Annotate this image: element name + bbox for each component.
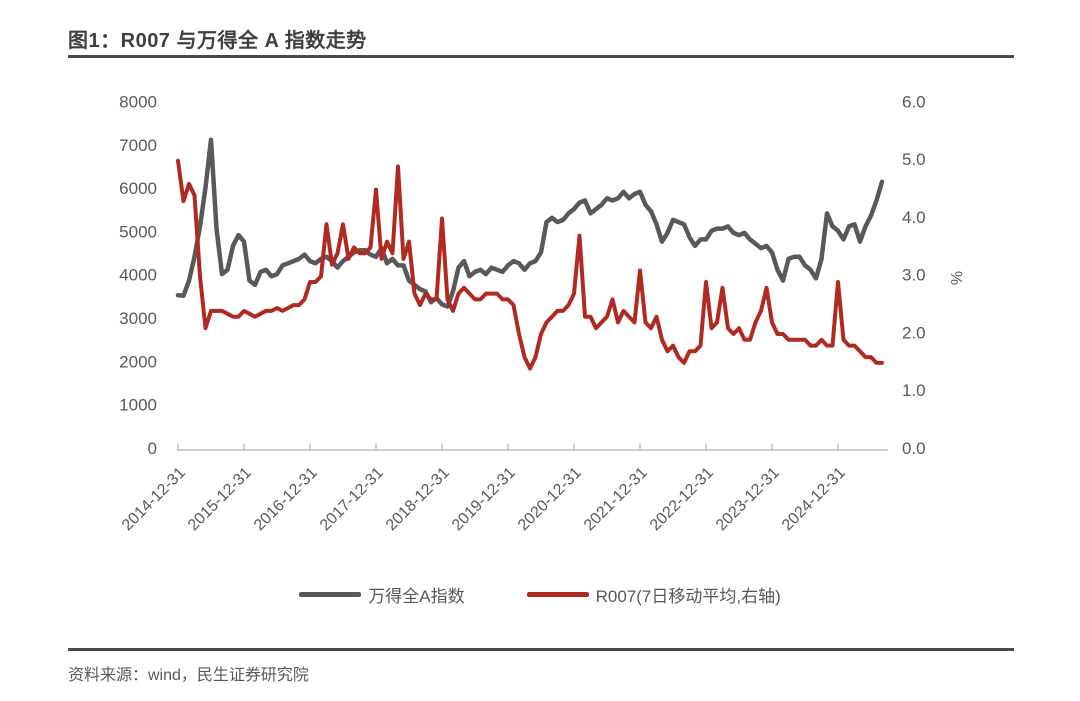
y-axis-right-tick-label: 4.0 <box>902 208 926 227</box>
x-axis-tick-label: 2018-12-31 <box>383 464 453 534</box>
y-axis-right-tick-label: 6.0 <box>902 92 926 111</box>
legend-label-r007: R007(7日移动平均,右轴) <box>595 587 781 606</box>
index-line-swatch <box>299 592 362 597</box>
y-axis-left-tick-label: 7000 <box>119 136 157 155</box>
y-axis-right-tick-label: 0.0 <box>902 439 926 458</box>
x-axis-tick-label: 2014-12-31 <box>119 464 189 534</box>
y-axis-right-tick-label: 1.0 <box>902 381 926 400</box>
y-axis-right-tick-label: 2.0 <box>902 323 926 342</box>
x-axis-tick-label: 2024-12-31 <box>779 464 849 534</box>
y-axis-right-tick-label: 5.0 <box>902 150 926 169</box>
legend-item-index: 万得全A指数 <box>299 582 465 607</box>
chart-plot-area: 2014-12-312015-12-312016-12-312017-12-31… <box>119 92 966 534</box>
y-axis-left-tick-label: 4000 <box>119 266 157 285</box>
y-axis-right-tick-label: 3.0 <box>902 266 926 285</box>
r007-line-swatch <box>526 592 589 597</box>
x-axis-tick-label: 2019-12-31 <box>449 464 519 534</box>
x-axis-tick-label: 2015-12-31 <box>185 464 255 534</box>
chart-legend: 万得全A指数 R007(7日移动平均,右轴) <box>0 582 1080 607</box>
footer-rule <box>68 648 1014 651</box>
x-axis-tick-label: 2020-12-31 <box>515 464 585 534</box>
y-axis-left-tick-label: 1000 <box>119 396 157 415</box>
x-axis-tick-label: 2016-12-31 <box>251 464 321 534</box>
title-underline <box>68 55 1014 58</box>
y-axis-left-tick-label: 8000 <box>119 92 157 111</box>
y-axis-left-tick-label: 2000 <box>119 352 157 371</box>
y-axis-left-tick-label: 0 <box>148 439 157 458</box>
series-line-wind-all-a-index <box>175 137 885 309</box>
x-axis-tick-label: 2022-12-31 <box>647 464 717 534</box>
source-note: 资料来源：wind，民生证券研究院 <box>68 667 309 684</box>
chart-title: 图1：R007 与万得全 A 指数走势 <box>68 30 367 52</box>
x-axis-tick-label: 2021-12-31 <box>581 464 651 534</box>
legend-label-index: 万得全A指数 <box>368 587 465 606</box>
legend-item-r007: R007(7日移动平均,右轴) <box>526 582 781 607</box>
x-axis-tick-label: 2017-12-31 <box>317 464 387 534</box>
y-axis-left-tick-label: 5000 <box>119 222 157 241</box>
y-axis-left-tick-label: 3000 <box>119 309 157 328</box>
series-line-r007 <box>176 158 884 371</box>
x-axis-tick-label: 2023-12-31 <box>713 464 783 534</box>
right-axis-unit-label: % <box>949 271 966 285</box>
y-axis-left-tick-label: 6000 <box>119 179 157 198</box>
